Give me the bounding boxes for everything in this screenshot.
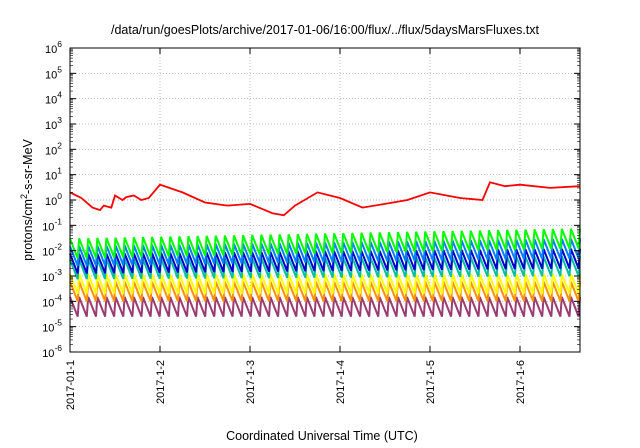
x-tick-label: 2017-1-5 (425, 360, 437, 404)
y-tick-base: 10 (45, 196, 57, 208)
y-tick-base: 10 (42, 272, 54, 284)
y-tick-base: 10 (42, 323, 54, 335)
chart-title: /data/run/goesPlots/archive/2017-01-06/1… (111, 23, 540, 37)
y-tick-label: 105 (45, 64, 62, 81)
series-line (69, 273, 581, 295)
y-tick-exp: 0 (57, 191, 62, 201)
x-tick-label: 2017-01-1 (65, 360, 77, 410)
y-tick-exp: -3 (54, 267, 62, 277)
y-tick-exp: -4 (54, 292, 62, 302)
y-tick-label: 10-3 (42, 267, 62, 284)
y-axis-title-base: protons/cm (21, 199, 35, 261)
y-tick-label: 103 (45, 115, 62, 132)
x-tick-label: 2017-1-3 (245, 360, 257, 404)
y-tick-exp: 4 (57, 90, 62, 100)
y-tick-exp: 6 (57, 39, 62, 49)
y-tick-base: 10 (45, 120, 57, 132)
y-tick-label: 10-4 (42, 292, 62, 309)
y-axis-title-rest: -s-sr-MeV (21, 138, 35, 194)
series-line (69, 181, 581, 217)
x-tick-label: 2017-1-4 (335, 360, 347, 404)
series-group (69, 181, 581, 317)
series-line (69, 296, 581, 317)
y-axis-title-sup: 2 (19, 194, 29, 199)
y-tick-label: 100 (45, 191, 62, 208)
y-tick-exp: 1 (57, 166, 62, 176)
y-tick-base: 10 (45, 69, 57, 81)
y-tick-base: 10 (45, 44, 57, 56)
y-tick-exp: 5 (57, 64, 62, 74)
x-tick-label: 2017-1-6 (515, 360, 527, 404)
x-tick-label: 2017-1-2 (155, 360, 167, 404)
y-axis-title: protons/cm2-s-sr-MeV (19, 138, 35, 260)
y-tick-label: 10-2 (42, 242, 62, 259)
x-axis-ticks: 2017-01-1 2017-1-2 2017-1-3 2017-1-4 2017-1-… (65, 48, 527, 410)
y-tick-base: 10 (45, 145, 57, 157)
series-line (69, 228, 581, 259)
y-tick-exp: -5 (54, 318, 62, 328)
y-tick-label: 102 (45, 140, 62, 157)
y-tick-label: 10-6 (42, 343, 62, 360)
x-axis-title: Coordinated Universal Time (UTC) (226, 429, 418, 443)
y-tick-base: 10 (45, 95, 57, 107)
y-tick-exp: 3 (57, 115, 62, 125)
y-tick-label: 104 (45, 90, 62, 107)
y-axis-ticks: 10-610-510-410-310-210-11001011021031041… (42, 39, 580, 360)
y-tick-label: 10-1 (42, 216, 62, 233)
y-tick-base: 10 (42, 247, 54, 259)
y-tick-label: 106 (45, 39, 62, 56)
y-tick-exp: -6 (54, 343, 62, 353)
y-tick-base: 10 (42, 297, 54, 309)
y-tick-exp: -1 (54, 216, 62, 226)
y-tick-label: 10-5 (42, 318, 62, 335)
y-tick-exp: 2 (57, 140, 62, 150)
y-tick-base: 10 (45, 171, 57, 183)
y-tick-exp: -2 (54, 242, 62, 252)
y-tick-base: 10 (42, 348, 54, 360)
y-tick-label: 101 (45, 166, 62, 183)
y-tick-base: 10 (42, 221, 54, 233)
